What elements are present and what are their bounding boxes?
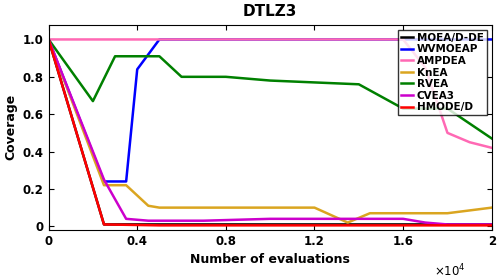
AMPDEA (156, 38, 162, 41)
MOEA/D-DE (322, 223, 328, 226)
RVEA (112, 55, 118, 58)
Y-axis label: Coverage: Coverage (4, 94, 17, 160)
HMODE/D (46, 38, 52, 41)
RVEA (46, 38, 52, 41)
CVEA3 (422, 221, 428, 224)
WVMOEAP (267, 38, 273, 41)
AMPDEA (322, 38, 328, 41)
CVEA3 (444, 223, 450, 226)
AMPDEA (212, 38, 218, 41)
AMPDEA (422, 66, 428, 69)
MOEA/D-DE (101, 223, 107, 226)
RVEA (400, 107, 406, 110)
RVEA (312, 81, 318, 84)
Legend: MOEA/D-DE, WVMOEAP, AMPDEA, KnEA, RVEA, CVEA3, HMODE/D: MOEA/D-DE, WVMOEAP, AMPDEA, KnEA, RVEA, … (398, 30, 486, 115)
KnEA (444, 211, 450, 215)
KnEA (178, 206, 184, 209)
WVMOEAP (444, 38, 450, 41)
HMODE/D (322, 224, 328, 227)
MOEA/D-DE (489, 223, 495, 226)
MOEA/D-DE (267, 223, 273, 226)
MOEA/D-DE (46, 38, 52, 41)
AMPDEA (466, 141, 472, 144)
WVMOEAP (400, 38, 406, 41)
WVMOEAP (489, 38, 495, 41)
RVEA (223, 75, 229, 78)
RVEA (134, 55, 140, 58)
KnEA (123, 184, 129, 187)
MOEA/D-DE (156, 223, 162, 226)
CVEA3 (312, 217, 318, 220)
CVEA3 (489, 223, 495, 226)
RVEA (156, 55, 162, 58)
RVEA (489, 137, 495, 140)
CVEA3 (400, 217, 406, 220)
Title: DTLZ3: DTLZ3 (243, 4, 298, 19)
MOEA/D-DE (378, 223, 384, 226)
WVMOEAP (156, 38, 162, 41)
HMODE/D (156, 224, 162, 227)
HMODE/D (489, 224, 495, 227)
Line: RVEA: RVEA (48, 39, 492, 138)
KnEA (101, 184, 107, 187)
Line: CVEA3: CVEA3 (48, 39, 492, 224)
HMODE/D (267, 224, 273, 227)
CVEA3 (267, 217, 273, 220)
KnEA (400, 211, 406, 215)
RVEA (90, 99, 96, 103)
RVEA (267, 79, 273, 82)
MOEA/D-DE (212, 223, 218, 226)
KnEA (223, 206, 229, 209)
CVEA3 (200, 219, 206, 222)
KnEA (344, 221, 350, 224)
AMPDEA (46, 38, 52, 41)
CVEA3 (356, 217, 362, 220)
HMODE/D (378, 224, 384, 227)
Line: KnEA: KnEA (48, 39, 492, 223)
CVEA3 (123, 217, 129, 220)
AMPDEA (400, 38, 406, 41)
CVEA3 (156, 219, 162, 222)
Line: AMPDEA: AMPDEA (48, 39, 492, 148)
WVMOEAP (123, 180, 129, 183)
RVEA (444, 107, 450, 110)
WVMOEAP (178, 38, 184, 41)
CVEA3 (378, 217, 384, 220)
WVMOEAP (46, 38, 52, 41)
HMODE/D (212, 224, 218, 227)
Line: WVMOEAP: WVMOEAP (48, 39, 492, 181)
X-axis label: Number of evaluations: Number of evaluations (190, 253, 350, 266)
WVMOEAP (101, 180, 107, 183)
Text: $\times10^4$: $\times10^4$ (434, 263, 466, 279)
CVEA3 (46, 38, 52, 41)
HMODE/D (434, 224, 440, 227)
RVEA (356, 83, 362, 86)
KnEA (312, 206, 318, 209)
HMODE/D (101, 223, 107, 226)
WVMOEAP (312, 38, 318, 41)
WVMOEAP (146, 53, 152, 56)
KnEA (267, 206, 273, 209)
CVEA3 (146, 219, 152, 222)
AMPDEA (489, 146, 495, 150)
KnEA (156, 206, 162, 209)
Line: MOEA/D-DE: MOEA/D-DE (48, 39, 492, 224)
AMPDEA (378, 38, 384, 41)
RVEA (178, 75, 184, 78)
KnEA (46, 38, 52, 41)
KnEA (146, 204, 152, 207)
AMPDEA (267, 38, 273, 41)
AMPDEA (444, 131, 450, 134)
KnEA (489, 206, 495, 209)
WVMOEAP (223, 38, 229, 41)
WVMOEAP (134, 68, 140, 71)
WVMOEAP (356, 38, 362, 41)
AMPDEA (101, 38, 107, 41)
CVEA3 (101, 178, 107, 181)
MOEA/D-DE (434, 223, 440, 226)
Line: HMODE/D: HMODE/D (48, 39, 492, 225)
KnEA (367, 211, 373, 215)
